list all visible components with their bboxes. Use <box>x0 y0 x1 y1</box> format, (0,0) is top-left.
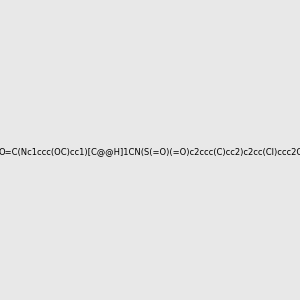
Text: O=C(Nc1ccc(OC)cc1)[C@@H]1CN(S(=O)(=O)c2ccc(C)cc2)c2cc(Cl)ccc2O1: O=C(Nc1ccc(OC)cc1)[C@@H]1CN(S(=O)(=O)c2c… <box>0 147 300 156</box>
